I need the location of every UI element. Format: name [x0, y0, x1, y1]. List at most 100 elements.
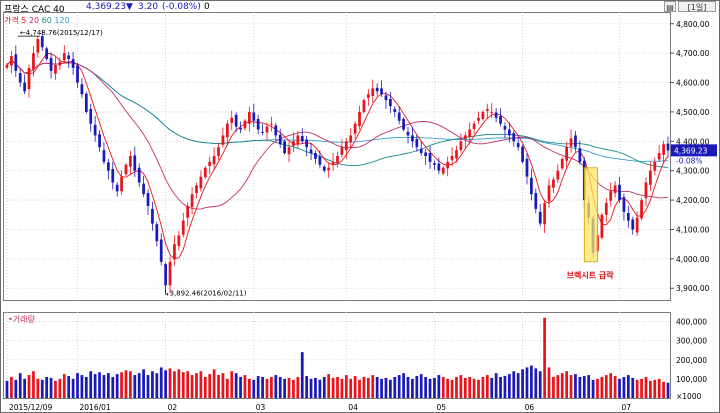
- last-price-label: 4,369.23: [674, 146, 708, 155]
- volume-bar: [635, 379, 639, 398]
- volume-bar: [248, 378, 251, 398]
- volume-bar: [186, 371, 190, 398]
- volume-bar: [212, 369, 216, 398]
- volume-bar: [120, 372, 123, 398]
- volume-bar: [582, 376, 586, 398]
- volume-bar: [503, 376, 507, 398]
- volume-bar: [336, 376, 339, 398]
- volume-bar: [331, 377, 335, 398]
- volume-bar: [190, 375, 194, 398]
- candle-body: [261, 131, 264, 133]
- x-tick-label: 03: [256, 403, 266, 412]
- volume-bar: [344, 375, 348, 398]
- volume-bar: [644, 376, 648, 398]
- y-tick-label: 4,500.00: [676, 108, 710, 117]
- volume-bar: [115, 374, 119, 398]
- settings-icon[interactable]: ▤: [664, 1, 676, 12]
- volume-bar: [181, 372, 185, 398]
- candle-body: [349, 135, 353, 142]
- candle-body: [5, 64, 9, 68]
- volume-bar: [256, 376, 260, 398]
- volume-bar: [221, 373, 225, 398]
- volume-bar: [389, 379, 392, 398]
- volume-bar: [318, 379, 322, 398]
- volume-bar: [433, 377, 436, 398]
- volume-bar: [146, 375, 150, 398]
- x-tick-label: 2016/01: [80, 403, 111, 412]
- extra-value: 0: [204, 2, 210, 12]
- candle-body: [450, 156, 454, 161]
- candle-body: [155, 224, 159, 242]
- volume-bar: [252, 379, 256, 398]
- x-tick-label: 04: [348, 403, 358, 412]
- candle-body: [142, 183, 145, 195]
- volume-bar: [27, 375, 31, 398]
- volume-bar: [358, 379, 361, 398]
- volume-bar: [36, 378, 40, 398]
- volume-bar: [239, 376, 242, 398]
- volume-bar: [322, 376, 326, 398]
- candle-body: [137, 167, 141, 183]
- volume-bar: [393, 376, 397, 398]
- candle-body: [115, 184, 119, 192]
- candle-body: [494, 112, 498, 118]
- volume-bar: [203, 376, 207, 398]
- candle-body: [177, 235, 181, 246]
- volume-bar: [159, 367, 163, 398]
- candle-body: [208, 161, 212, 166]
- volume-bar: [58, 378, 62, 398]
- candle-body: [657, 153, 661, 160]
- volume-bar: [468, 376, 472, 398]
- volume-bar: [587, 375, 591, 398]
- candle-body: [305, 139, 309, 148]
- volume-legend-label: •거래량: [8, 314, 35, 324]
- candle-body: [278, 134, 282, 145]
- volume-bar: [155, 373, 159, 398]
- candle-body: [217, 147, 220, 156]
- candle-body: [653, 161, 657, 171]
- candle-body: [472, 123, 476, 129]
- candle-body: [265, 126, 269, 133]
- volume-bar: [622, 376, 626, 398]
- volume-bar: [327, 374, 331, 398]
- candle-body: [578, 148, 582, 162]
- candle-body: [499, 116, 502, 124]
- volume-bar: [556, 375, 560, 398]
- volume-bar: [530, 365, 533, 398]
- candle-body: [547, 185, 551, 202]
- candle-body: [384, 95, 388, 101]
- candle-body: [230, 117, 234, 124]
- volume-unit-label: ×1000: [676, 392, 702, 401]
- candle-body: [609, 191, 613, 201]
- current-price: 4,369.23: [86, 2, 127, 12]
- candle-body: [344, 141, 348, 151]
- volume-bar: [173, 371, 176, 398]
- volume-bar: [309, 378, 313, 398]
- volume-bar: [111, 376, 115, 398]
- last-price-marker: [671, 144, 717, 157]
- y-tick-label: 4,200.00: [676, 196, 710, 205]
- candle-body: [36, 39, 40, 53]
- candle-body: [358, 111, 361, 127]
- candle-body: [640, 200, 643, 219]
- candle-body: [32, 53, 35, 70]
- legend-ma20-label: 20: [28, 16, 40, 25]
- candle-body: [446, 161, 450, 169]
- volume-bar: [67, 376, 71, 398]
- volume-bar: [459, 375, 463, 398]
- candle-body: [186, 205, 190, 218]
- high-label: ←4,748.76(2015/12/17): [20, 29, 103, 37]
- period-button[interactable]: [1일]: [678, 1, 716, 12]
- candle-body: [366, 94, 370, 98]
- candle-body: [635, 217, 639, 233]
- volume-bar: [411, 378, 414, 398]
- candle-body: [521, 146, 524, 162]
- candle-body: [173, 244, 176, 260]
- y-tick-label: 4,300.00: [676, 167, 710, 176]
- volume-bar: [371, 375, 375, 398]
- volume-bar: [23, 378, 26, 398]
- legend-ma60-label: 60: [41, 16, 52, 25]
- x-tick-label: 02: [168, 403, 178, 412]
- candle-body: [433, 163, 436, 165]
- volume-bar: [142, 369, 145, 398]
